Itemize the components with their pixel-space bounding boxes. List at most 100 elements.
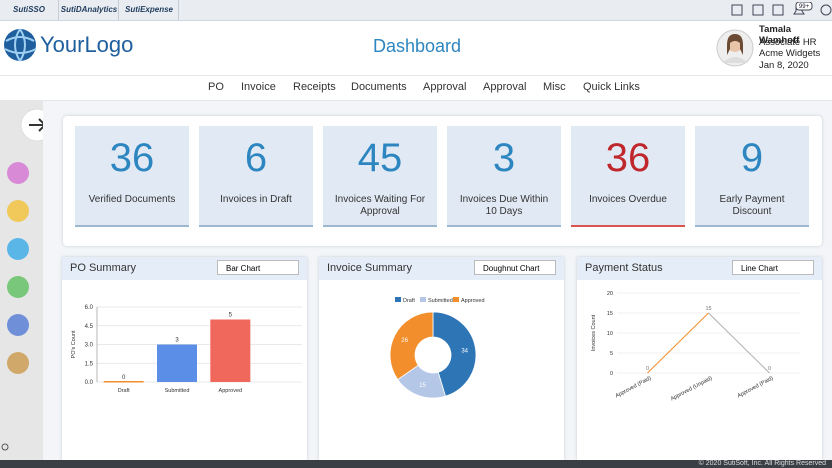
footer-text: © 2020 SutiSoft, Inc. All Rights Reserve… bbox=[698, 460, 826, 467]
logo-text: YourLogo bbox=[40, 32, 134, 57]
bar bbox=[103, 381, 144, 383]
line-series bbox=[647, 312, 709, 374]
user-icon[interactable] bbox=[820, 4, 832, 16]
legend-swatch bbox=[453, 297, 459, 302]
icon[interactable] bbox=[752, 4, 764, 16]
chart: 0.0 1.5 3.0 4.5 6.0 PO's Count 0 Draft 3 Submitte… bbox=[71, 305, 302, 394]
panel-title: Invoice Summary bbox=[327, 262, 412, 274]
panel-header: Invoice Summary Doughnut Chart bbox=[319, 257, 564, 280]
panel: Invoice Summary Doughnut Chart Draft Submi… bbox=[319, 257, 564, 460]
tile-label: Invoices Waiting For Approval bbox=[334, 194, 426, 217]
tile-value: 6 bbox=[244, 136, 268, 180]
tile[interactable]: 36 Invoices Overdue bbox=[571, 126, 685, 227]
nav-item[interactable]: Receipts bbox=[293, 81, 336, 93]
tile[interactable]: 3 Invoices Due Within 10 Days bbox=[447, 126, 561, 227]
icon[interactable] bbox=[731, 4, 743, 16]
line-series bbox=[708, 312, 770, 374]
icon[interactable] bbox=[772, 4, 784, 16]
tile-value: 3 bbox=[492, 136, 516, 180]
side-icon[interactable] bbox=[7, 352, 29, 374]
data-label: 26 bbox=[401, 338, 408, 344]
y-tick-label: 20 bbox=[607, 291, 613, 297]
user-role: Associate HR bbox=[759, 37, 817, 48]
y-tick-label: 15 bbox=[607, 311, 613, 317]
legend-swatch bbox=[420, 297, 426, 302]
tile[interactable]: 9 Early Payment Discount bbox=[695, 126, 809, 227]
panel: PO Summary Bar Chart 0.0 1.5 3.0 4.5 6.0 PO's … bbox=[62, 257, 307, 460]
chart-select[interactable]: Doughnut Chart bbox=[474, 260, 556, 275]
y-tick-label: 4.5 bbox=[85, 324, 94, 330]
toolbar-icons: 99+ bbox=[731, 2, 832, 16]
nav-item[interactable]: Invoice bbox=[241, 81, 276, 93]
side-icon[interactable] bbox=[7, 238, 29, 260]
settings-icon[interactable] bbox=[1, 443, 9, 451]
tab[interactable]: SutiDAnalytics bbox=[60, 0, 119, 20]
nav-item[interactable]: Quick Links bbox=[583, 81, 640, 93]
data-label: 5 bbox=[229, 313, 233, 319]
badge: 99+ bbox=[799, 4, 810, 10]
doughnut-slice bbox=[389, 311, 434, 381]
tab-bar: SutiSSO SutiDAnalytics SutiExpense 99+ bbox=[0, 0, 832, 21]
data-label: 0 bbox=[646, 366, 649, 372]
tile-label: Invoices Due Within 10 Days bbox=[459, 194, 549, 217]
tile[interactable]: 36 Verified Documents bbox=[75, 126, 189, 227]
y-axis-label: Invoices Count bbox=[591, 314, 597, 351]
x-tick-label: Approved (Unpaid) bbox=[670, 375, 714, 402]
logo-globe bbox=[4, 28, 37, 62]
x-tick-label: Draft bbox=[118, 388, 130, 394]
panel-title: Payment Status bbox=[585, 262, 663, 274]
tile[interactable]: 45 Invoices Waiting For Approval bbox=[323, 126, 437, 227]
y-tick-label: 6.0 bbox=[85, 305, 94, 311]
tab[interactable]: SutiExpense bbox=[120, 0, 179, 20]
side-icon[interactable] bbox=[7, 314, 29, 336]
tile-label: Invoices in Draft bbox=[220, 194, 292, 205]
panel: Payment Status Line Chart 0 5 10 15 20 Invoice… bbox=[577, 257, 822, 460]
badge-box bbox=[795, 2, 813, 11]
y-axis-label: PO's Count bbox=[71, 330, 77, 358]
nav-item[interactable]: PO bbox=[208, 81, 224, 93]
legend-swatch bbox=[395, 297, 401, 302]
legend-label: Submitted bbox=[428, 298, 453, 304]
x-tick-label: Submitted bbox=[165, 388, 190, 394]
tile-label: Early Payment Discount bbox=[719, 194, 785, 217]
side-icon[interactable] bbox=[7, 200, 29, 222]
footer: © 2020 SutiSoft, Inc. All Rights Reserve… bbox=[0, 460, 832, 468]
nav-item[interactable]: Approval bbox=[483, 81, 527, 93]
tile-label: Invoices Overdue bbox=[589, 194, 667, 205]
panel-title: PO Summary bbox=[70, 262, 137, 274]
chart-select[interactable]: Line Chart bbox=[732, 260, 814, 275]
tile-label: Verified Documents bbox=[88, 194, 176, 205]
data-label: 15 bbox=[705, 306, 711, 312]
nav-item[interactable]: Misc bbox=[543, 81, 566, 93]
tile-value: 45 bbox=[357, 136, 403, 180]
x-tick-label: Approved (Paid) bbox=[737, 375, 775, 399]
panel-header: Payment Status Line Chart bbox=[577, 257, 822, 280]
y-tick-label: 5 bbox=[610, 351, 613, 357]
tile-value: 36 bbox=[109, 136, 155, 180]
legend-label: Draft bbox=[403, 298, 415, 304]
nav-item[interactable]: Approval bbox=[423, 81, 467, 93]
data-label: 0 bbox=[122, 375, 126, 381]
tile-value: 36 bbox=[605, 136, 651, 180]
chart-select[interactable]: Bar Chart bbox=[217, 260, 299, 275]
bar bbox=[210, 319, 251, 382]
doughnut-slice bbox=[432, 311, 477, 397]
nav-item[interactable]: Documents bbox=[351, 81, 407, 93]
side-icon[interactable] bbox=[7, 276, 29, 298]
y-tick-label: 3.0 bbox=[85, 343, 94, 349]
tile[interactable]: 6 Invoices in Draft bbox=[199, 126, 313, 227]
data-label: 0 bbox=[768, 366, 771, 372]
side-icon[interactable] bbox=[7, 162, 29, 184]
header: YourLogo Dashboard Tamala Wamhoff Associ… bbox=[0, 21, 832, 76]
y-tick-label: 1.5 bbox=[85, 361, 94, 367]
x-tick-label: Approved bbox=[219, 388, 243, 394]
chart: 0 5 10 15 20 Invoices Count Approved (Paid) App… bbox=[591, 291, 800, 402]
sidebar bbox=[0, 101, 54, 460]
tab[interactable]: SutiSSO bbox=[0, 0, 59, 20]
nav-bar: PO Invoice Receipts Documents Approval Approv… bbox=[0, 76, 832, 101]
data-label: 15 bbox=[419, 383, 426, 389]
page-title: Dashboard bbox=[372, 36, 462, 56]
user-company: Acme Widgets bbox=[759, 48, 821, 59]
legend-label: Approved bbox=[461, 298, 485, 304]
chart: Draft Submitted Approved 34 15 26 bbox=[389, 297, 485, 399]
